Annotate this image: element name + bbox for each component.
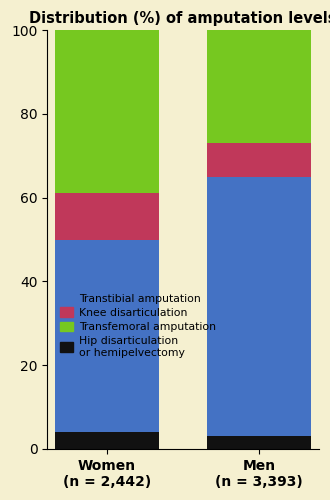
Bar — [55, 240, 159, 432]
Bar — [208, 30, 311, 143]
Bar — [55, 194, 159, 240]
Legend: Transtibial amputation, Knee disarticulation, Transfemoral amputation, Hip disar: Transtibial amputation, Knee disarticula… — [58, 291, 218, 360]
Bar — [208, 176, 311, 436]
Title: Distribution (%) of amputation levels: Distribution (%) of amputation levels — [29, 11, 330, 26]
Bar — [55, 432, 159, 449]
Bar — [208, 436, 311, 449]
Bar — [208, 143, 311, 176]
Bar — [55, 30, 159, 194]
